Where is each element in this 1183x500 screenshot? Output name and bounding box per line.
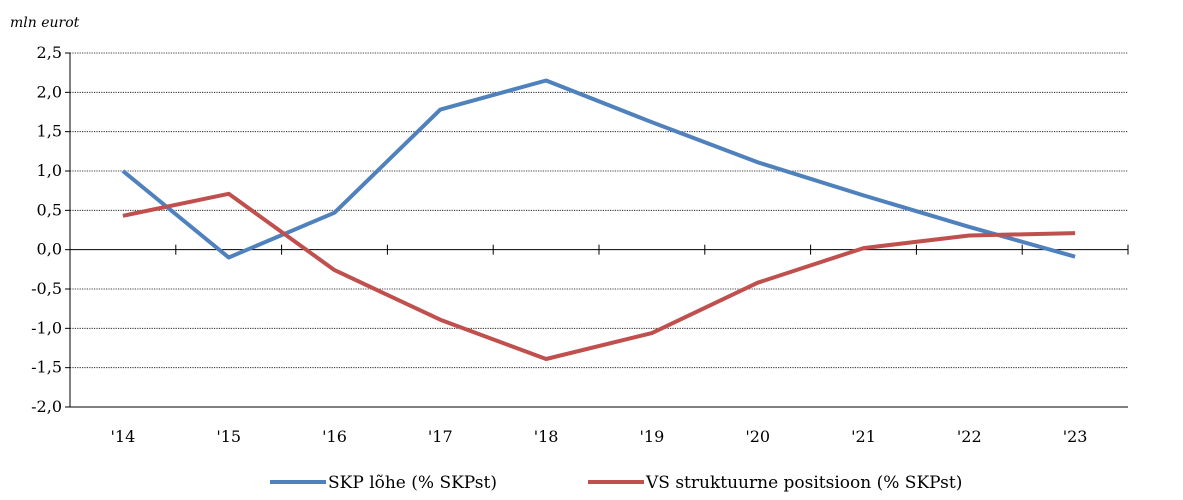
x-tick-label: '14 <box>111 427 136 446</box>
legend: SKP lõhe (% SKPst) VS struktuurne posits… <box>270 473 962 493</box>
y-tick-label: 2,5 <box>37 43 62 62</box>
y-tick-label: 1,5 <box>37 122 62 141</box>
y-tick-label: 1,0 <box>37 161 62 180</box>
series-line-vs-struktuurne-positsioon <box>122 191 1076 361</box>
legend-label-vs-struktuurne-positsioon: VS struktuurne positsioon (% SKPst) <box>645 473 962 493</box>
y-tick-label: -1,0 <box>31 318 62 337</box>
x-tick-label: '23 <box>1063 427 1088 446</box>
series-line-skp-lohe <box>121 78 1076 260</box>
x-tick-label: '20 <box>745 427 770 446</box>
x-axis-ticks: '14 '15 '16 '17 '18 '19 '20 '21 '22 '23 <box>69 244 1129 446</box>
y-tick-label: 0,0 <box>37 240 62 259</box>
x-tick-label: '17 <box>428 427 453 446</box>
y-tick-label: -1,5 <box>31 358 62 377</box>
x-tick-label: '19 <box>640 427 665 446</box>
gridlines <box>70 52 1128 369</box>
y-axis-ticks: 2,5 2,0 1,5 1,0 0,5 0,0 -0,5 -1,0 -1,5 -2,0 <box>31 43 70 416</box>
series-lines <box>121 78 1076 361</box>
x-tick-label: '18 <box>534 427 559 446</box>
unit-label: mln eurot <box>10 15 80 31</box>
x-tick-label: '21 <box>851 427 876 446</box>
legend-label-skp-lohe: SKP lõhe (% SKPst) <box>328 473 497 493</box>
x-tick-label: '16 <box>322 427 347 446</box>
x-tick-label: '15 <box>216 427 241 446</box>
x-tick-label: '22 <box>957 427 982 446</box>
y-tick-label: -2,0 <box>31 397 62 416</box>
y-tick-label: 2,0 <box>37 82 62 101</box>
y-tick-label: -0,5 <box>31 279 62 298</box>
y-tick-label: 0,5 <box>37 200 62 219</box>
